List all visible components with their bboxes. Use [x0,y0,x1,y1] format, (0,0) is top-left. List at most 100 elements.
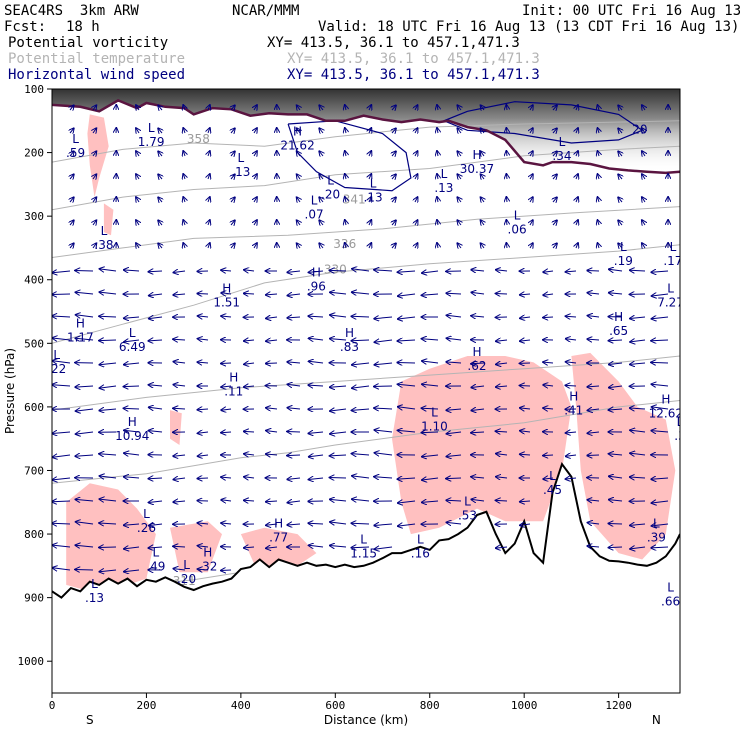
wind-vector [76,409,94,411]
wind-vector [244,547,255,548]
field-pv-name: Potential vorticity [8,35,169,51]
wind-vector [221,500,232,501]
wind-vector [149,340,163,341]
maxmin-value: .45 [543,483,562,497]
wind-vector [422,455,439,457]
wind-vector [588,523,600,524]
wind-vector [506,151,507,156]
maxmin-label-40: L.66 [661,580,680,608]
wind-vector [481,128,484,133]
x-tick-label-2: 400 [231,699,251,712]
wind-vector [437,151,438,156]
wind-vector [447,455,462,457]
wind-vector [598,243,600,248]
wind-vector [415,128,418,133]
wind-vector [642,197,645,202]
wind-vector [588,432,600,433]
maxmin-kind: H [345,326,354,340]
maxmin-kind: L [431,405,438,419]
wind-vector [244,386,255,387]
maxmin-label-20: H.83 [340,326,359,354]
wind-vector [288,384,301,386]
wind-vector [422,294,439,295]
wind-vector [183,128,185,133]
wind-vector [598,151,600,156]
maxmin-kind: L [327,173,334,187]
init-time: Init: 00 UTC Fri 16 Aug 13 [522,3,740,19]
wind-vector [319,105,323,110]
wind-vector [124,453,140,455]
wind-vector [136,174,139,179]
maxmin-kind: L [559,135,566,149]
wind-vector [496,294,508,295]
wind-vector [287,362,301,363]
wind-vector [587,271,600,272]
wind-vector [609,500,623,501]
wind-vectors [52,105,668,572]
wind-vector [124,317,140,318]
wind-vector [53,455,71,457]
wind-vector [319,151,323,156]
y-tick-label-7: 800 [24,528,44,541]
maxmin-value: .65 [609,324,628,338]
wind-vector [437,197,438,202]
wind-vector [374,524,393,526]
wind-vector [75,386,94,387]
wind-vector [308,316,324,317]
wind-vector [375,430,393,432]
maxmin-label-10: L.38 [94,224,113,252]
wind-vector [330,315,347,317]
wind-vector [183,105,185,110]
maxmin-kind: L [360,533,367,547]
wind-vector [52,316,71,317]
theta-contour-1 [52,244,680,344]
wind-vector [630,547,646,549]
maxmin-kind: L [514,208,521,222]
wind-vector [481,220,484,225]
wind-vector [99,523,117,524]
field-wind-xy: XY= 413.5, 36.1 to 457.1,471.3 [287,67,540,83]
wind-vector [415,174,418,179]
wind-vector [447,315,462,317]
maxmin-value: 1.17 [67,330,94,344]
wind-vector [369,220,371,225]
maxmin-label-6: H30.37 [460,148,494,176]
wind-vector [53,338,71,340]
wind-vector [100,269,117,271]
theta-contour-5 [52,355,680,411]
field-pv-xy: XY= 413.5, 36.1 to 457.1,471.3 [267,35,520,51]
wind-vector [481,197,484,202]
wind-vector [136,220,139,225]
field-theta-name: Potential temperature [8,51,186,67]
maxmin-label-26: H10.94 [115,415,149,443]
wind-vector [266,454,278,455]
wind-vector [93,197,96,202]
wind-vector [447,432,462,434]
wind-vector [352,292,370,294]
maxmin-kind: L [238,151,245,165]
wind-vector [415,105,418,110]
north-end-label: N [652,713,661,727]
wind-vector [208,128,210,133]
wind-vector [254,151,257,156]
wind-vector [124,270,140,271]
maxmin-value: .53 [458,508,477,522]
wind-vector [398,317,416,319]
axes: 100 200 300 400 500 600 700 800 900 1000 0 200 400 60… [3,83,661,727]
wind-vector [506,174,507,179]
wind-vector [99,340,117,341]
wind-vector [642,243,645,248]
wind-vector [70,151,74,156]
pv-fill-region-7 [170,410,182,445]
wind-vector [76,315,94,317]
wind-vector [352,409,370,410]
wind-vector [398,271,416,272]
theta-contour-2 [52,206,680,258]
wind-vector [543,271,554,272]
wind-vector [149,317,163,319]
maxmin-kind: L [667,580,674,594]
wind-vector [415,220,418,225]
maxmin-kind: L [311,194,318,208]
wind-vector [70,197,74,202]
wind-vector [345,151,346,156]
